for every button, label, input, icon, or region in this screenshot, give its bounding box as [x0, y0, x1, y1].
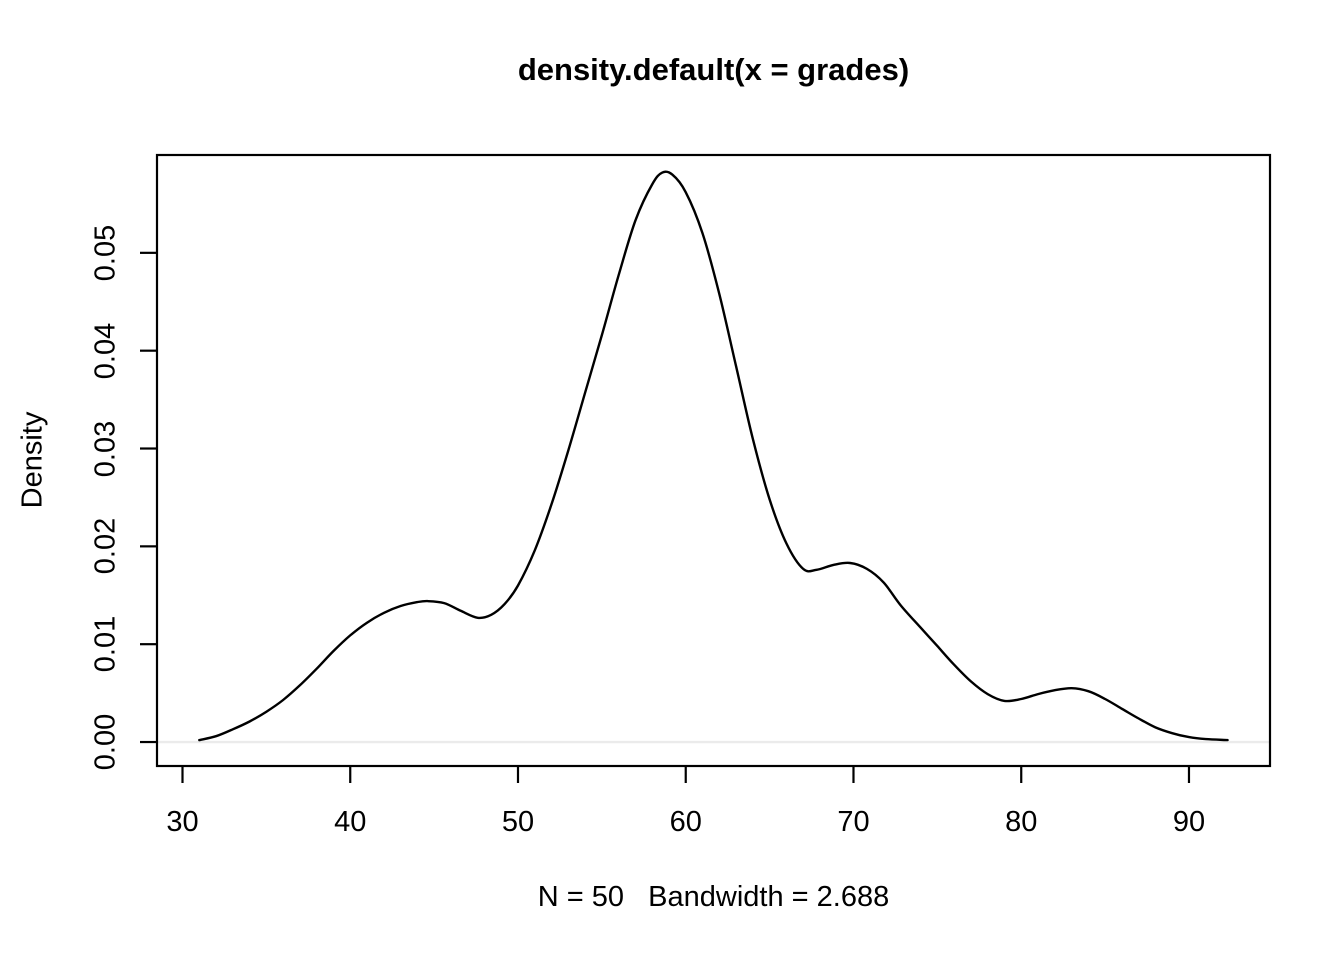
x-axis-subtitle: N = 50 Bandwidth = 2.688 — [537, 881, 890, 913]
x-tick-label: 80 — [1005, 806, 1038, 838]
y-tick-label: 0.01 — [89, 615, 122, 673]
y-tick-label: 0.04 — [89, 322, 122, 379]
x-tick-label: 70 — [837, 806, 870, 838]
y-tick-label: 0.02 — [89, 518, 122, 575]
x-tick-label: 60 — [669, 806, 702, 838]
x-tick-label: 90 — [1172, 806, 1206, 838]
x-tick-label: 50 — [501, 806, 535, 838]
x-tick-label: 40 — [334, 806, 367, 838]
y-tick-label: 0.00 — [89, 713, 122, 771]
plot-box — [155, 153, 1272, 768]
y-tick-label: 0.05 — [89, 224, 122, 282]
chart-title: density.default(x = grades) — [517, 52, 910, 87]
x-tick-label: 30 — [166, 806, 199, 838]
density-curve — [198, 170, 1229, 742]
y-tick-label: 0.03 — [89, 420, 122, 477]
